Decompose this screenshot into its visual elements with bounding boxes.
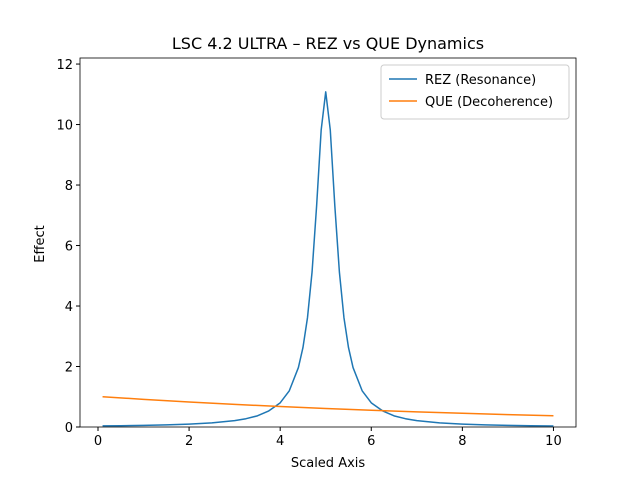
y-tick-label: 12 (56, 58, 73, 73)
y-tick-label: 6 (65, 240, 73, 255)
x-tick-label: 8 (458, 434, 466, 449)
x-axis-label: Scaled Axis (291, 456, 366, 471)
data-line (102, 396, 554, 417)
y-tick-label: 10 (56, 119, 73, 134)
legend-label: QUE (Decoherence) (425, 95, 553, 110)
legend-box (380, 64, 570, 120)
plot-frame (79, 57, 577, 428)
x-tick-label: 0 (94, 434, 102, 449)
chart-title: LSC 4.2 ULTRA – REZ vs QUE Dynamics (172, 34, 484, 53)
data-line (102, 91, 554, 427)
x-tick-label: 10 (545, 434, 562, 449)
x-tick-label: 4 (276, 434, 284, 449)
y-tick-label: 8 (65, 179, 73, 194)
x-tick-label: 6 (367, 434, 375, 449)
legend-label: REZ (Resonance) (425, 73, 536, 88)
x-tick-label: 2 (185, 434, 193, 449)
y-tick-label: 2 (65, 361, 73, 376)
y-axis-label: Effect (33, 225, 48, 262)
y-tick-label: 0 (65, 421, 73, 436)
y-tick-label: 4 (65, 300, 73, 315)
